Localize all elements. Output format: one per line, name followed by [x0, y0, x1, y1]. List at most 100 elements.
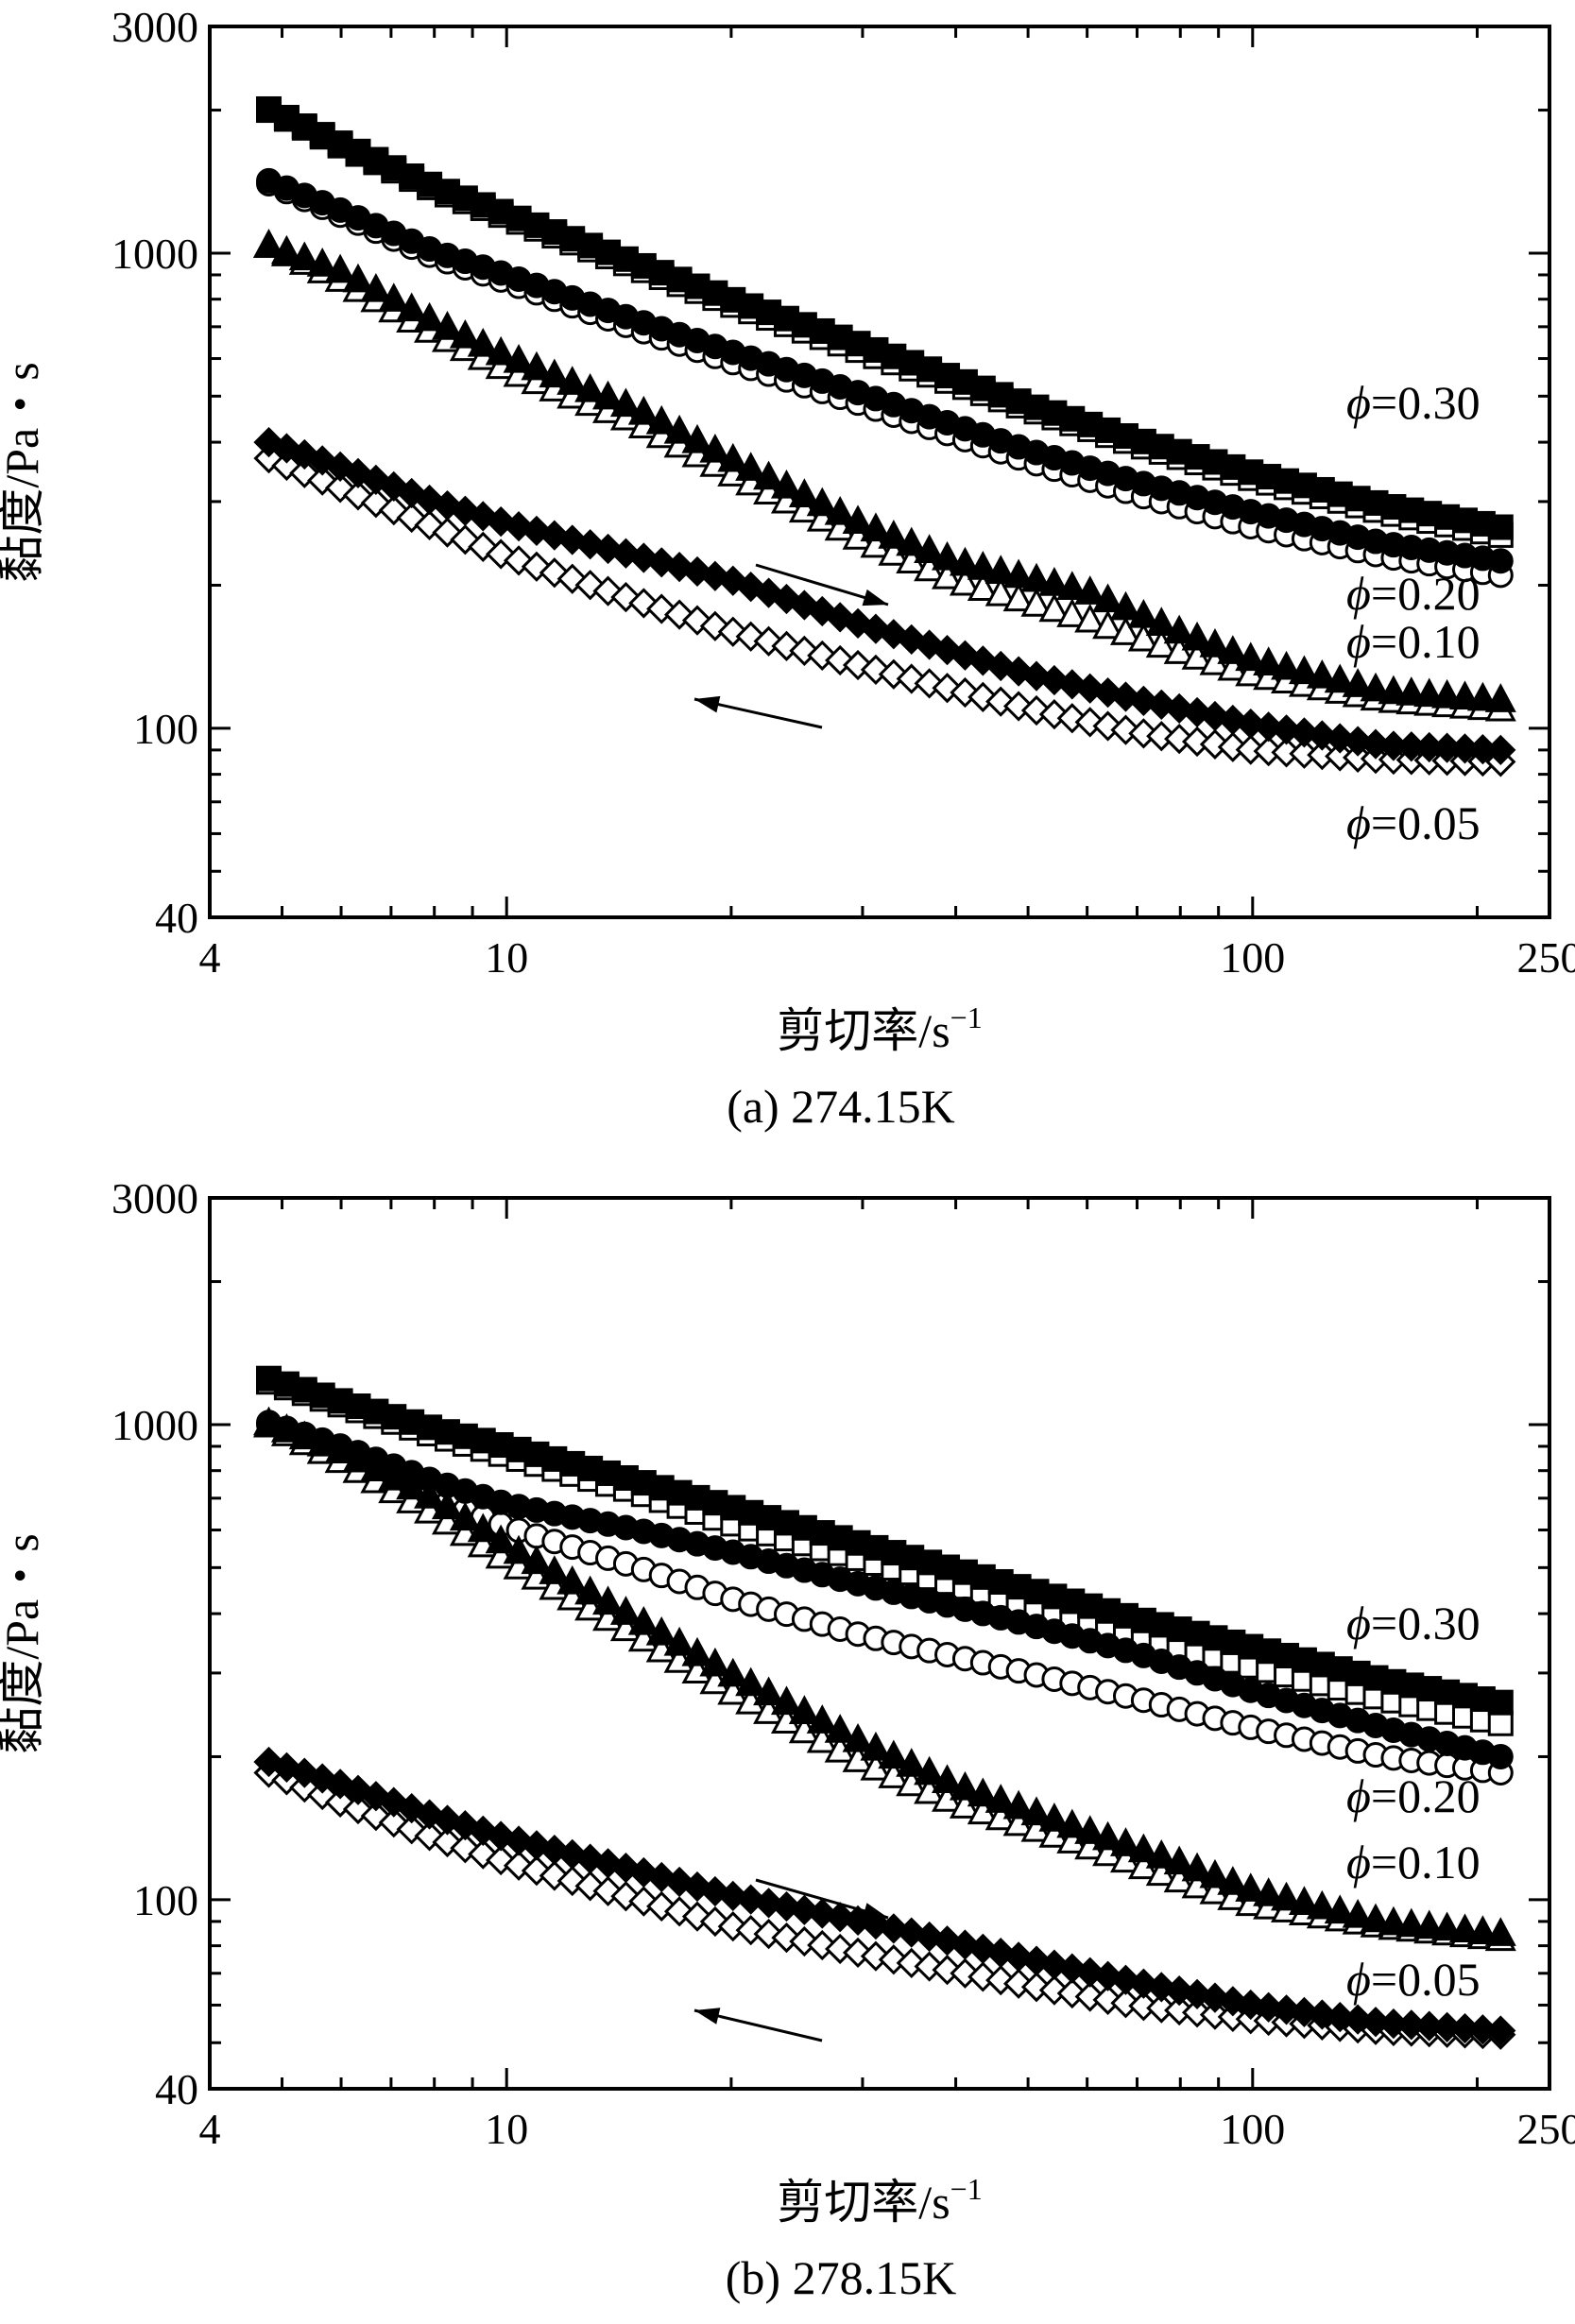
data-point-0.05-down: [289, 457, 320, 488]
data-point-0.10-up: [1448, 1913, 1481, 1943]
data-point-0.10-up: [360, 272, 392, 302]
data-point-0.10-up: [1038, 1803, 1070, 1832]
data-point-0.10-up: [645, 1615, 677, 1646]
series-label-0.30: ϕ=0.30: [1346, 376, 1481, 429]
data-point-0.10-up: [1360, 1903, 1392, 1933]
data-point-0.10-up: [1056, 571, 1088, 600]
y-tick-label: 40: [155, 2065, 198, 2113]
data-point-0.10-up: [824, 495, 856, 525]
data-point-0.10-up: [253, 229, 285, 258]
data-point-0.10-up: [1360, 672, 1392, 702]
chart-caption: (a) 274.15K: [727, 1080, 955, 1133]
y-tick-label: 1000: [111, 1401, 198, 1449]
data-point-0.10-up: [932, 1764, 964, 1794]
data-point-0.05-up: [1325, 2001, 1356, 2033]
data-point-0.10-up: [735, 452, 767, 481]
data-point-0.10-up: [842, 504, 874, 535]
data-point-0.10-up: [627, 1605, 659, 1635]
data-point-0.10-up: [431, 311, 463, 340]
data-point-0.10-up: [1163, 614, 1195, 644]
direction-arrows: [693, 1878, 889, 2042]
data-point-0.10-up: [414, 1479, 446, 1509]
data-point-0.10-down: [949, 566, 981, 596]
arrow-head: [862, 1903, 888, 1920]
data-point-0.10-up: [288, 1420, 320, 1450]
data-point-0.10-up: [1306, 659, 1338, 689]
data-point-0.10-up: [717, 1657, 749, 1687]
data-point-0.10-up: [288, 241, 320, 271]
data-point-0.10-up: [449, 319, 481, 349]
x-axis-title: 剪切率/s−1: [777, 1000, 982, 1057]
series-label-0.30: ϕ=0.30: [1346, 1597, 1481, 1649]
data-point-0.10-up: [503, 1534, 535, 1564]
data-point-0.10-up: [539, 358, 571, 388]
data-point-0.10-up: [1484, 683, 1516, 712]
data-point-0.10-up: [842, 1722, 874, 1752]
data-point-0.10-down: [967, 572, 999, 602]
data-point-0.10-up: [627, 395, 659, 425]
data-point-0.10-up: [1466, 1915, 1498, 1944]
data-point-0.10-up: [521, 350, 553, 381]
series-label-0.20: ϕ=0.20: [1346, 567, 1481, 620]
data-point-0.10-up: [1145, 607, 1177, 636]
data-point-0.10-up: [663, 414, 695, 444]
x-axis-title: 剪切率/s−1: [777, 2172, 982, 2229]
data-point-0.10-up: [1163, 1845, 1195, 1875]
data-point-0.05-up: [1485, 2015, 1516, 2046]
data-point-0.10-up: [1199, 1858, 1231, 1888]
y-tick-label: 1000: [111, 230, 198, 278]
data-point-0.05-down: [1128, 1991, 1159, 2022]
data-point-0.10-up: [1074, 575, 1106, 605]
data-point-0.10-up: [1109, 1827, 1141, 1856]
chart-panel-a: 4 10 100 250 40 100 1000 3000 剪切率/s−1 黏度/Pa・s (…: [0, 3, 1575, 1133]
chart-panel-b: 4 10 100 250 40 100 1000 3000 剪切率/s−1 黏度/Pa・s (…: [0, 1174, 1575, 2304]
data-point-0.10-up: [1020, 562, 1053, 592]
data-point-0.10-up: [592, 1585, 625, 1615]
data-point-0.10-up: [431, 1490, 463, 1520]
data-point-0.10-up: [1127, 1833, 1159, 1863]
data-point-0.10-up: [1342, 1899, 1374, 1928]
data-point-0.05-down: [1181, 1997, 1213, 2028]
x-tick-label: 10: [485, 933, 528, 982]
data-point-0.10-up: [1181, 621, 1213, 651]
data-point-0.10-up: [609, 1596, 642, 1625]
data-point-0.10-down: [984, 576, 1017, 607]
y-tick-label: 3000: [111, 1174, 198, 1222]
data-point-0.10-up: [414, 301, 446, 332]
data-point-0.10-up: [1395, 1907, 1428, 1938]
plot-frame: [208, 1196, 1551, 2091]
plot-frame: [208, 25, 1551, 919]
data-point-0.10-up: [1253, 646, 1285, 675]
data-point-0.10-up: [770, 1685, 802, 1716]
data-point-0.10-up: [1413, 1909, 1446, 1940]
data-point-0.10-up: [539, 1555, 571, 1584]
data-point-0.10-up: [1342, 668, 1374, 697]
series-label-0.10: ϕ=0.10: [1346, 615, 1481, 668]
data-point-0.10-up: [984, 1784, 1017, 1813]
data-point-0.10-up: [1324, 663, 1356, 693]
data-point-0.10-up: [253, 1406, 285, 1436]
data-point-0.10-up: [1431, 678, 1464, 709]
x-tick-label: 4: [199, 933, 221, 982]
data-point-0.10-up: [1002, 1789, 1035, 1820]
chart-caption: (b) 278.15K: [726, 2251, 956, 2304]
data-point-0.10-up: [681, 1636, 713, 1666]
data-point-0.10-up: [1217, 635, 1249, 664]
data-point-0.10-up: [1092, 1820, 1124, 1851]
data-point-0.05-down: [1217, 2001, 1248, 2033]
data-point-0.10-up: [1235, 641, 1267, 672]
data-point-0.10-up: [1038, 567, 1070, 596]
data-marks: [253, 95, 1516, 778]
data-point-0.10-up: [788, 478, 820, 507]
data-point-0.10-up: [342, 263, 374, 293]
data-point-0.10-up: [699, 433, 731, 463]
data-point-0.10-up: [1092, 583, 1124, 613]
data-point-0.05-up: [1307, 1999, 1338, 2030]
data-point-0.05-up: [1485, 734, 1516, 766]
data-point-0.10-up: [556, 366, 589, 395]
data-point-0.10-up: [949, 546, 981, 576]
y-tick-label: 100: [133, 1876, 198, 1924]
data-point-0.10-up: [306, 248, 338, 277]
data-point-0.10-up: [896, 1748, 928, 1777]
data-point-0.10-up: [1271, 650, 1303, 680]
